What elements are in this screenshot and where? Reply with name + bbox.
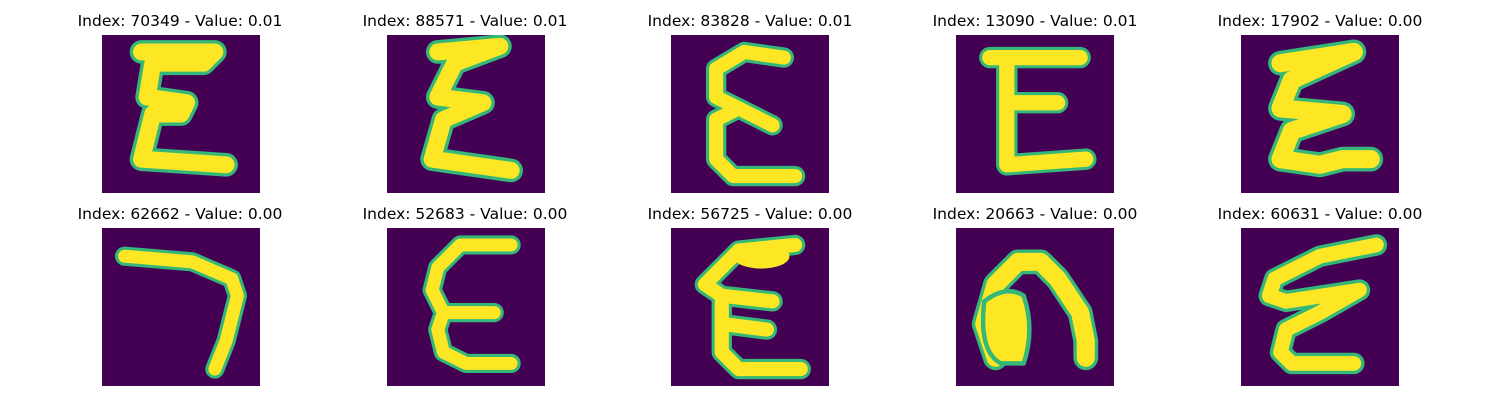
glyph-e-1 [129,40,238,177]
panel-title: Index: 17902 - Value: 0.00 [1217,12,1423,30]
glyph-e-3 [705,41,806,187]
digit-image [1241,228,1399,386]
digit-image [387,228,545,386]
glyph-7 [114,246,248,379]
digit-image [1241,35,1399,193]
panel-title: Index: 20663 - Value: 0.00 [932,205,1138,223]
panel-title: Index: 60631 - Value: 0.00 [1217,205,1423,223]
panel-title: Index: 70349 - Value: 0.01 [77,12,283,30]
digit-image [387,35,545,193]
panel-title: Index: 88571 - Value: 0.01 [362,12,568,30]
glyph-e-8 [1258,234,1388,375]
digit-image [671,35,829,193]
glyph-e-5 [1268,39,1384,178]
glyph-e-4 [979,46,1097,176]
panel-title: Index: 62662 - Value: 0.00 [77,205,283,223]
panel-title: Index: 13090 - Value: 0.01 [932,12,1138,30]
panel-title: Index: 83828 - Value: 0.01 [647,12,853,30]
digit-image [102,35,260,193]
glyph-e-7 [694,234,811,380]
panel-title: Index: 52683 - Value: 0.00 [362,205,568,223]
panel-title: Index: 56725 - Value: 0.00 [647,205,853,223]
digit-image [956,35,1114,193]
digit-image [102,228,260,386]
digit-image [671,228,829,386]
glyph-n [971,249,1099,371]
glyph-e-6 [422,235,521,374]
glyph-e-2 [420,35,523,183]
digit-image [956,228,1114,386]
